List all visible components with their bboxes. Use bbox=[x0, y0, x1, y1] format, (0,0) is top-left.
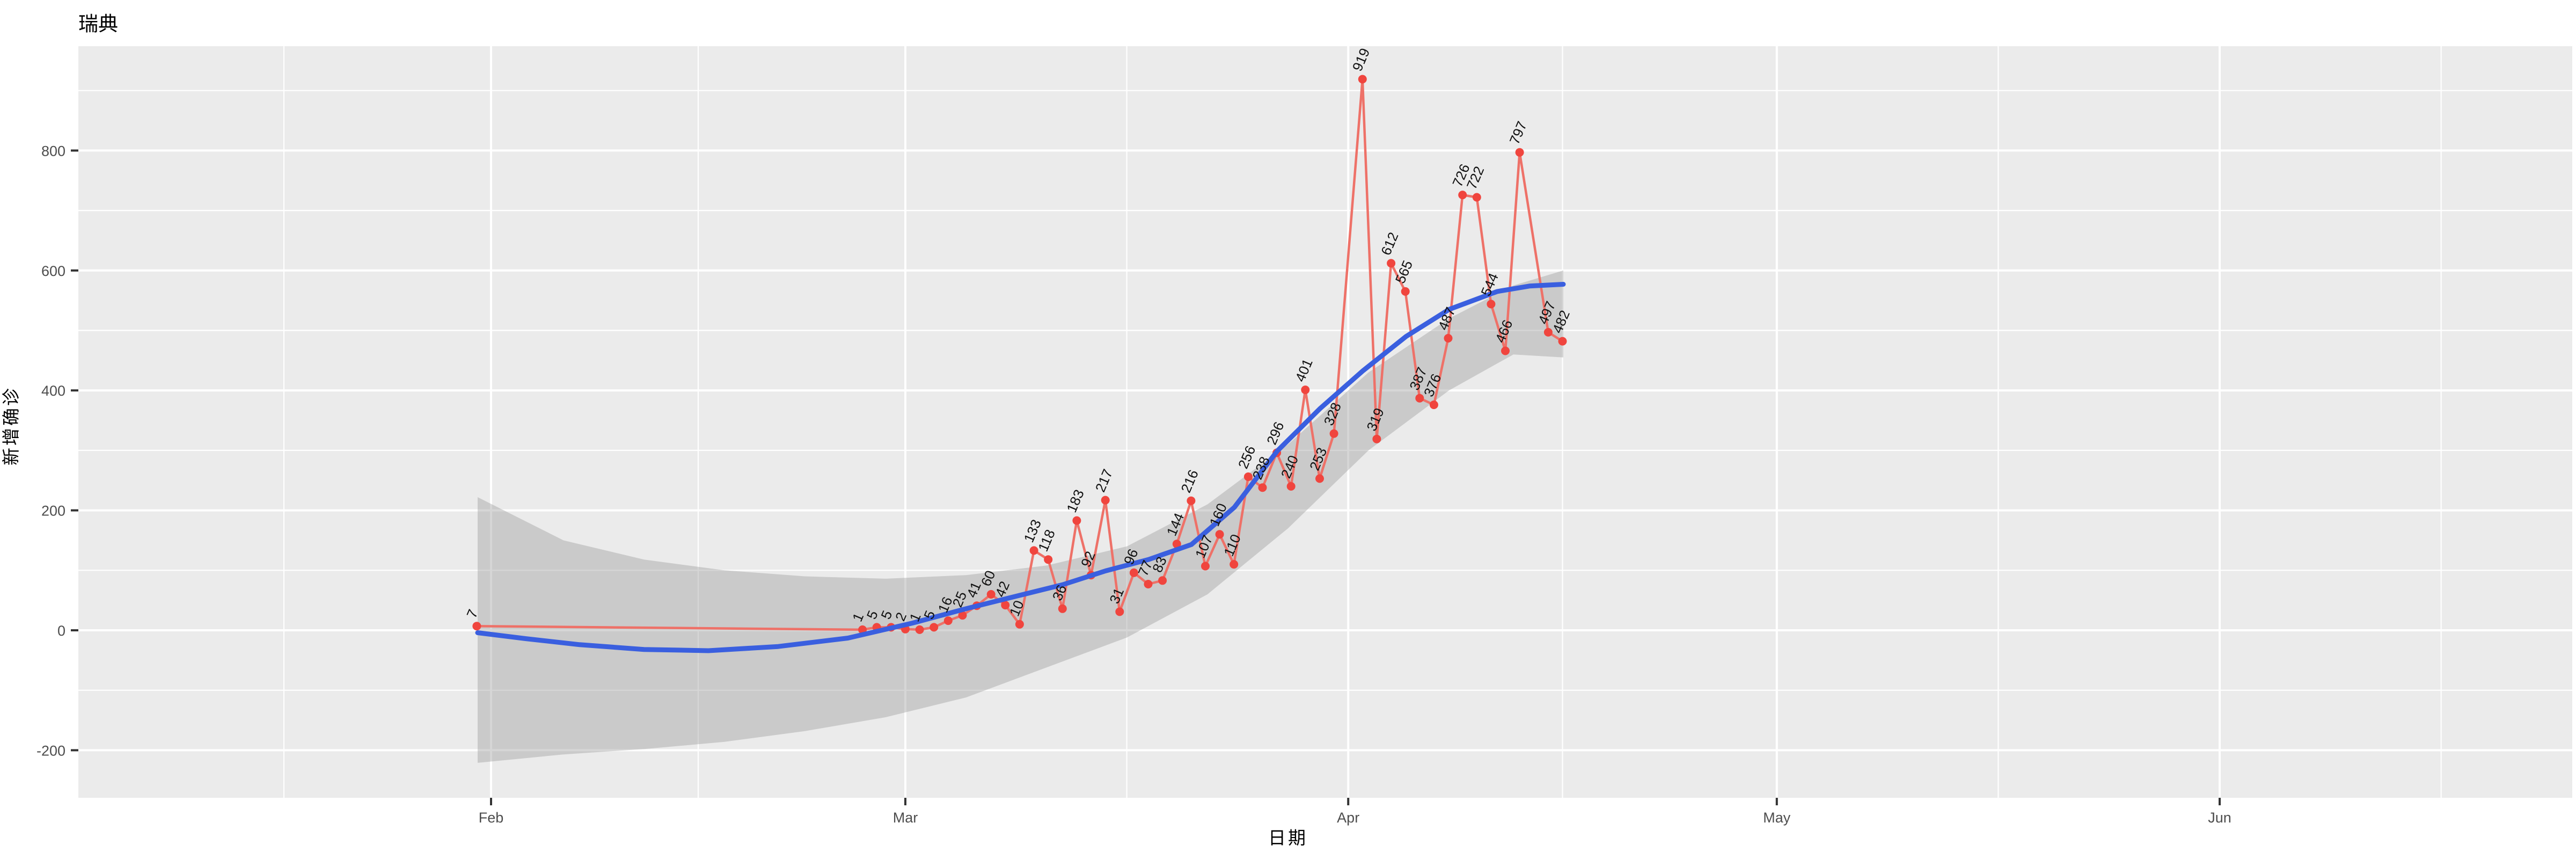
y-axis-tick-label: 600 bbox=[41, 263, 65, 279]
data-point bbox=[1472, 193, 1481, 202]
data-point bbox=[1044, 555, 1053, 564]
data-point bbox=[1487, 300, 1496, 309]
data-point bbox=[1215, 530, 1224, 539]
data-point bbox=[1058, 604, 1067, 613]
data-point bbox=[1243, 472, 1253, 481]
x-axis-title: 日期 bbox=[1268, 828, 1308, 848]
data-point bbox=[1558, 337, 1567, 346]
data-point bbox=[1286, 482, 1296, 491]
data-point bbox=[1401, 287, 1410, 296]
data-point bbox=[1115, 607, 1124, 616]
y-axis-tick-label: 800 bbox=[41, 143, 65, 159]
data-point bbox=[1129, 568, 1138, 577]
data-point bbox=[1172, 540, 1181, 549]
data-point bbox=[958, 611, 967, 620]
x-axis-tick-label: May bbox=[1763, 810, 1791, 826]
y-axis-tick-label: 400 bbox=[41, 383, 65, 399]
data-point bbox=[1429, 401, 1438, 409]
smooth-line bbox=[475, 282, 1566, 653]
data-point bbox=[1015, 620, 1024, 629]
data-point bbox=[1187, 496, 1196, 505]
y-axis-tick-label: 0 bbox=[57, 623, 65, 639]
y-axis-tick-label: -200 bbox=[36, 742, 65, 759]
x-axis-tick-label: Jun bbox=[2208, 810, 2231, 826]
data-point bbox=[915, 625, 924, 634]
data-point bbox=[1201, 562, 1210, 571]
data-point bbox=[943, 616, 953, 625]
data-point bbox=[1315, 474, 1324, 483]
data-point bbox=[1029, 546, 1038, 555]
data-point bbox=[1144, 580, 1153, 588]
data-point bbox=[472, 622, 481, 631]
data-point bbox=[930, 623, 939, 632]
data-point bbox=[1543, 327, 1553, 337]
data-point bbox=[1515, 148, 1524, 157]
chart-title: 瑞典 bbox=[78, 13, 118, 35]
data-point bbox=[1230, 560, 1239, 569]
data-point bbox=[1415, 394, 1424, 403]
data-point bbox=[1072, 516, 1081, 525]
y-axis-tick-label: 200 bbox=[41, 503, 65, 519]
y-axis-title: 新增确诊 bbox=[1, 386, 21, 465]
data-point bbox=[1458, 191, 1467, 200]
data-point bbox=[986, 590, 996, 599]
panel-background bbox=[78, 46, 2572, 798]
data-point bbox=[1444, 334, 1453, 343]
data-point bbox=[1329, 429, 1338, 438]
data-point bbox=[1501, 346, 1510, 355]
data-point bbox=[1158, 576, 1167, 585]
data-point bbox=[1258, 483, 1267, 492]
x-axis-tick-label: Apr bbox=[1337, 810, 1359, 826]
data-point bbox=[1372, 434, 1381, 443]
x-axis-tick-label: Mar bbox=[893, 810, 918, 826]
x-axis-tick-label: Feb bbox=[479, 810, 504, 826]
data-point bbox=[1358, 75, 1367, 84]
data-point bbox=[1101, 496, 1110, 505]
data-point bbox=[1387, 259, 1396, 268]
data-point bbox=[1001, 601, 1010, 610]
confidence-band bbox=[478, 270, 1563, 763]
data-point bbox=[1301, 385, 1310, 395]
